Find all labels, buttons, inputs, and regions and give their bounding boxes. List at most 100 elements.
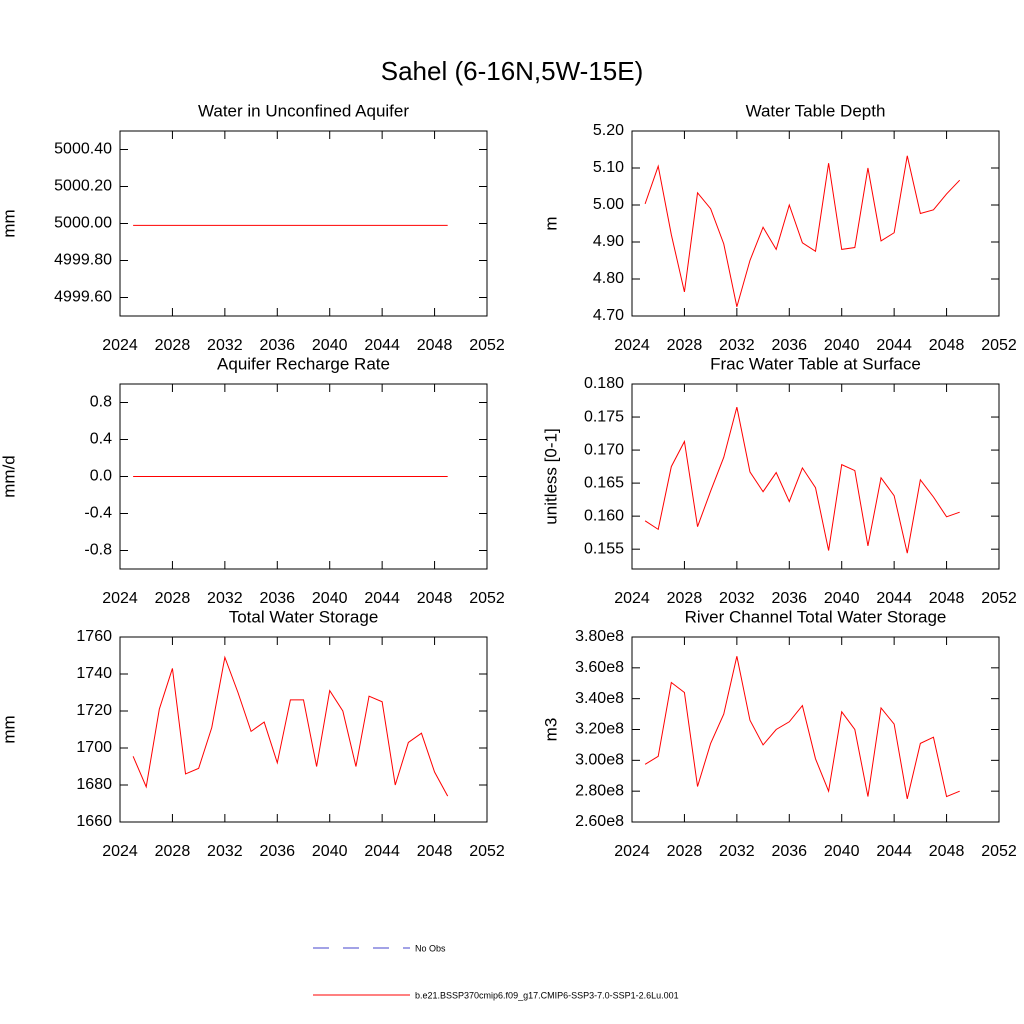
y-tick-label: 3.40e8 (575, 690, 624, 707)
y-tick-label: 1760 (76, 628, 112, 645)
y-tick-label: 1720 (76, 702, 112, 719)
x-tick-label: 2040 (312, 337, 348, 354)
y-tick-label: 1660 (76, 813, 112, 830)
x-tick-label: 2028 (667, 843, 703, 860)
y-tick-label: 5000.40 (54, 141, 112, 158)
y-tick-label: 4.70 (593, 307, 624, 324)
x-tick-label: 2032 (719, 590, 755, 607)
y-tick-label: 5000.20 (54, 178, 112, 195)
x-tick-label: 2048 (417, 843, 453, 860)
y-tick-label: 0.0 (90, 468, 112, 485)
data-line (644, 155, 961, 307)
x-tick-label: 2052 (469, 337, 505, 354)
plot-frame (631, 130, 1000, 317)
panel-title: Total Water Storage (229, 607, 379, 626)
x-tick-label: 2044 (364, 843, 400, 860)
plot-frame (119, 636, 488, 823)
y-tick-label: 5.10 (593, 159, 624, 176)
x-tick-label: 2032 (719, 337, 755, 354)
x-tick-label: 2036 (259, 843, 295, 860)
y-tick-label: 0.4 (90, 431, 112, 448)
x-tick-label: 2024 (614, 337, 650, 354)
y-tick-label: 3.60e8 (575, 659, 624, 676)
plot-frame (119, 130, 488, 317)
x-tick-label: 2032 (207, 337, 243, 354)
panel-title: Aquifer Recharge Rate (217, 354, 390, 373)
y-axis-label: m (541, 216, 560, 230)
x-tick-label: 2048 (929, 843, 965, 860)
x-tick-label: 2052 (981, 590, 1017, 607)
y-tick-label: 0.180 (584, 375, 624, 392)
y-tick-label: 3.20e8 (575, 721, 624, 738)
y-tick-label: 3.80e8 (575, 628, 624, 645)
y-tick-label: -0.8 (84, 542, 112, 559)
y-tick-label: 0.165 (584, 474, 624, 491)
x-tick-label: 2044 (876, 590, 912, 607)
y-tick-label: 5.20 (593, 122, 624, 139)
y-tick-label: 5.00 (593, 196, 624, 213)
y-tick-label: 2.60e8 (575, 813, 624, 830)
y-tick-label: 1740 (76, 665, 112, 682)
x-tick-label: 2044 (364, 337, 400, 354)
x-tick-label: 2048 (929, 590, 965, 607)
y-tick-label: 1700 (76, 739, 112, 756)
x-tick-label: 2036 (771, 843, 807, 860)
x-tick-label: 2052 (981, 843, 1017, 860)
x-tick-label: 2028 (155, 590, 191, 607)
y-tick-label: 2.80e8 (575, 782, 624, 799)
y-tick-label: 4.90 (593, 233, 624, 250)
x-tick-label: 2052 (469, 843, 505, 860)
x-tick-label: 2048 (929, 337, 965, 354)
y-tick-label: 5000.00 (54, 215, 112, 232)
x-tick-label: 2048 (417, 337, 453, 354)
x-tick-label: 2028 (155, 843, 191, 860)
y-axis-label: m3 (541, 718, 560, 742)
data-line (644, 407, 960, 554)
x-tick-label: 2044 (364, 590, 400, 607)
x-tick-label: 2036 (771, 337, 807, 354)
x-tick-label: 2028 (667, 337, 703, 354)
data-line (132, 655, 449, 797)
x-tick-label: 2040 (824, 337, 860, 354)
x-tick-label: 2028 (667, 590, 703, 607)
x-tick-label: 2036 (771, 590, 807, 607)
x-tick-label: 2024 (102, 843, 138, 860)
x-tick-label: 2040 (824, 843, 860, 860)
x-tick-label: 2040 (824, 590, 860, 607)
plot-frame (631, 636, 1000, 823)
y-tick-label: 3.00e8 (575, 752, 624, 769)
x-tick-label: 2044 (876, 337, 912, 354)
y-tick-label: 0.175 (584, 408, 624, 425)
panel-title: Frac Water Table at Surface (710, 354, 921, 373)
y-axis-label: unitless [0-1] (541, 428, 560, 524)
y-tick-label: 0.8 (90, 394, 112, 411)
x-tick-label: 2036 (259, 337, 295, 354)
y-axis-label: mm (0, 209, 18, 237)
y-tick-label: 4999.80 (54, 252, 112, 269)
x-tick-label: 2052 (981, 337, 1017, 354)
y-tick-label: 0.170 (584, 441, 624, 458)
y-tick-label: 4.80 (593, 270, 624, 287)
x-tick-label: 2028 (155, 337, 191, 354)
data-line (644, 656, 960, 799)
y-axis-label: mm/d (0, 455, 18, 498)
x-tick-label: 2024 (102, 337, 138, 354)
x-tick-label: 2024 (102, 590, 138, 607)
x-tick-label: 2040 (312, 843, 348, 860)
x-tick-label: 2032 (207, 843, 243, 860)
x-tick-label: 2044 (876, 843, 912, 860)
y-axis-label: mm (0, 715, 18, 743)
figure-title: Sahel (6-16N,5W-15E) (381, 56, 644, 86)
x-tick-label: 2052 (469, 590, 505, 607)
y-tick-label: 0.155 (584, 540, 624, 557)
x-tick-label: 2036 (259, 590, 295, 607)
y-tick-label: 4999.60 (54, 289, 112, 306)
y-tick-label: 1680 (76, 776, 112, 793)
x-tick-label: 2032 (719, 843, 755, 860)
y-tick-label: 0.160 (584, 507, 624, 524)
panel-title: Water Table Depth (746, 101, 886, 120)
panel-title: Water in Unconfined Aquifer (198, 101, 409, 120)
x-tick-label: 2024 (614, 590, 650, 607)
panel-title: River Channel Total Water Storage (685, 607, 947, 626)
